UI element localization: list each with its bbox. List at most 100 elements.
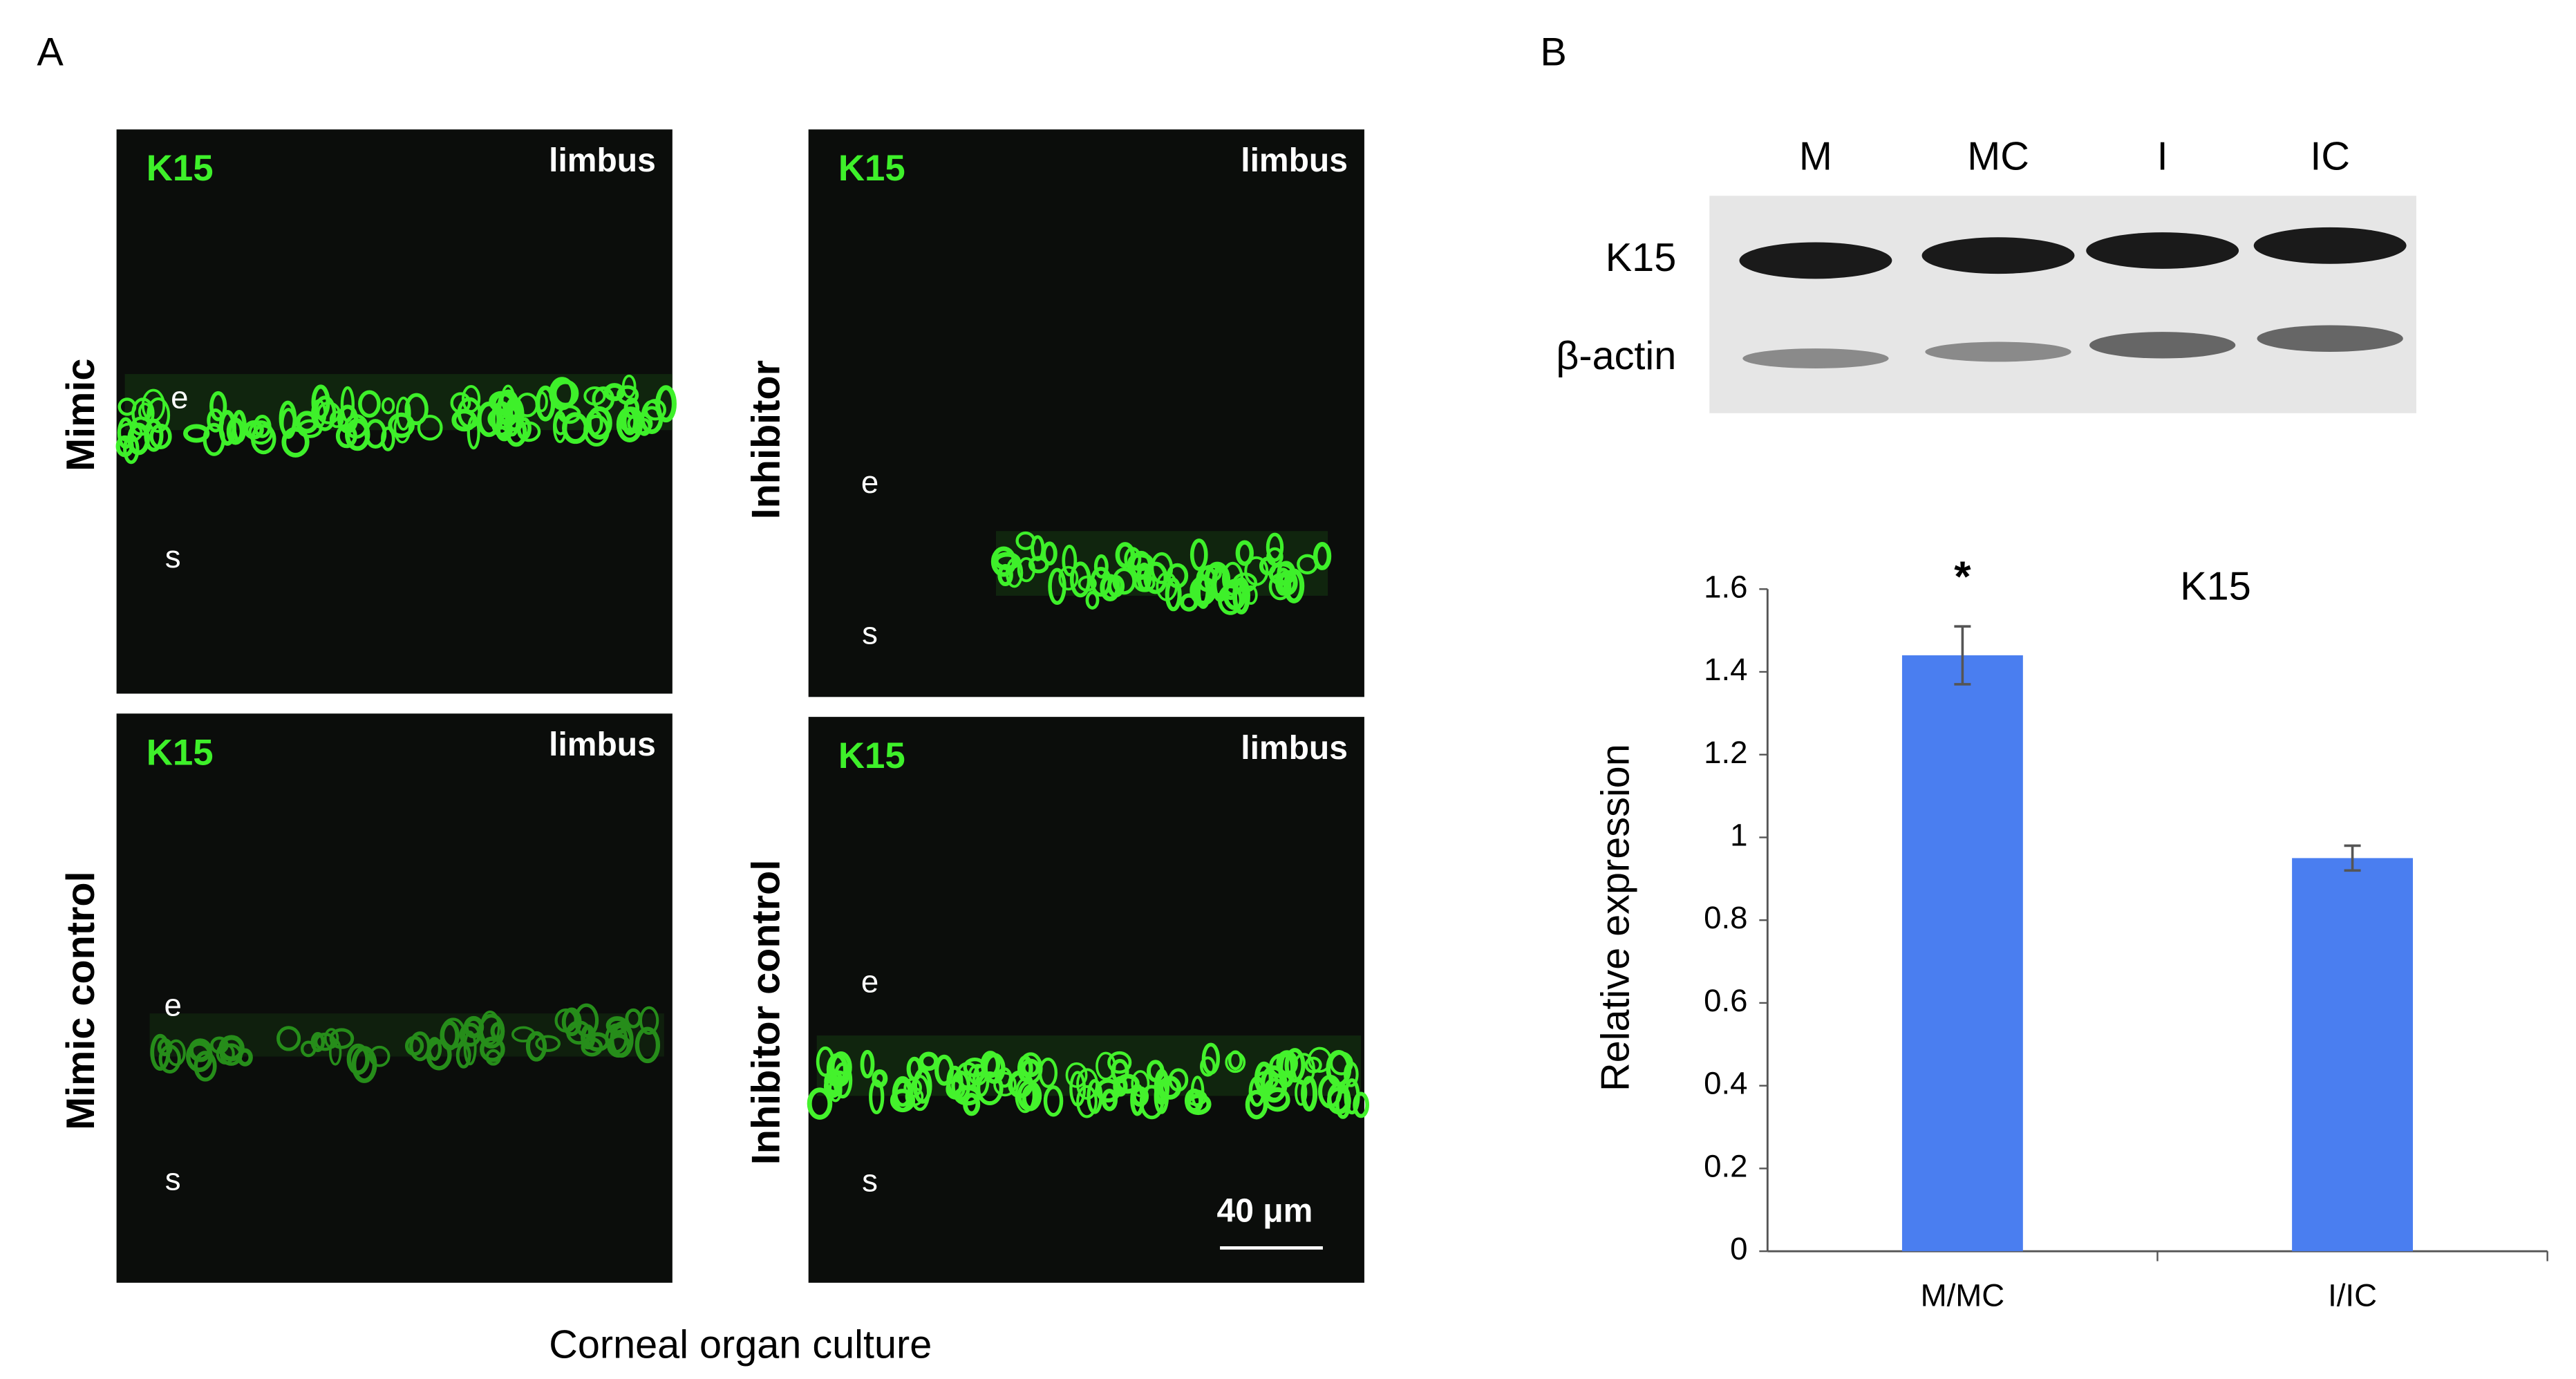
cell bbox=[358, 390, 381, 418]
cell bbox=[639, 1006, 659, 1035]
cell bbox=[552, 379, 579, 408]
cell bbox=[1076, 1085, 1098, 1118]
cell bbox=[890, 1089, 916, 1112]
layer-label: s bbox=[165, 539, 181, 574]
y-tick-label: 0.8 bbox=[1704, 900, 1747, 935]
lane-label: I bbox=[2157, 135, 2168, 179]
cell bbox=[586, 406, 612, 440]
cell bbox=[1143, 561, 1168, 594]
cell bbox=[976, 1071, 1004, 1105]
cell bbox=[1184, 1088, 1204, 1114]
cell bbox=[311, 384, 330, 420]
cell bbox=[1005, 558, 1024, 588]
cell bbox=[1043, 1085, 1064, 1117]
significance-marker: * bbox=[1954, 553, 1971, 601]
cell bbox=[491, 391, 516, 416]
blot-row-label: β-actin bbox=[1556, 334, 1676, 378]
cell bbox=[1165, 577, 1182, 612]
cell bbox=[1096, 1078, 1121, 1103]
cell bbox=[1284, 1048, 1306, 1083]
cell bbox=[1115, 542, 1136, 568]
row-label: Inhibitor bbox=[744, 360, 788, 519]
y-tick-label: 0 bbox=[1730, 1231, 1747, 1266]
cell bbox=[345, 418, 370, 451]
stain-label: K15 bbox=[838, 148, 905, 189]
cell bbox=[807, 1087, 833, 1120]
cell bbox=[1266, 532, 1284, 562]
caption: Corneal organ culture bbox=[549, 1323, 932, 1367]
cell bbox=[409, 1031, 431, 1062]
stain-label: K15 bbox=[838, 735, 905, 776]
cell bbox=[250, 424, 276, 455]
cell bbox=[346, 1043, 370, 1075]
cell bbox=[1107, 574, 1125, 598]
cell bbox=[1248, 1076, 1266, 1107]
layer-label: e bbox=[171, 380, 188, 415]
y-axis-label: Relative expression bbox=[1593, 744, 1637, 1091]
cell bbox=[1015, 531, 1036, 550]
cell bbox=[150, 1033, 171, 1071]
cell bbox=[149, 423, 172, 450]
cell bbox=[310, 1032, 326, 1053]
cell bbox=[1028, 556, 1049, 574]
cell bbox=[216, 1042, 235, 1065]
cell bbox=[1278, 1050, 1295, 1088]
region-label: limbus bbox=[549, 726, 656, 763]
cell bbox=[1327, 1082, 1351, 1114]
fluorescence bbox=[149, 1003, 664, 1083]
cell bbox=[131, 416, 152, 436]
y-tick-label: 0.2 bbox=[1704, 1148, 1747, 1183]
cell bbox=[905, 1087, 924, 1107]
layer-label: s bbox=[862, 1163, 878, 1199]
cell bbox=[634, 1026, 661, 1064]
cell bbox=[404, 393, 429, 426]
cell bbox=[329, 411, 344, 429]
y-tick-label: 1.4 bbox=[1704, 652, 1747, 687]
cell bbox=[1076, 1068, 1098, 1100]
scale-bar-label: 40 μm bbox=[1216, 1193, 1313, 1230]
x-tick-label: I/IC bbox=[2328, 1277, 2377, 1313]
region-label: limbus bbox=[549, 142, 656, 179]
lane-label: MC bbox=[1967, 135, 2029, 179]
cell bbox=[872, 1069, 888, 1088]
y-tick-label: 1.2 bbox=[1704, 735, 1747, 770]
cell bbox=[535, 385, 556, 422]
x-tick-label: M/MC bbox=[1921, 1277, 2005, 1313]
cell bbox=[280, 408, 297, 439]
cell bbox=[934, 1054, 955, 1086]
cell bbox=[117, 422, 143, 443]
cell bbox=[141, 388, 166, 422]
fluorescence bbox=[990, 531, 1332, 615]
cell bbox=[1263, 1087, 1290, 1111]
row-label: Mimic bbox=[59, 359, 103, 471]
layer-label: e bbox=[861, 964, 878, 1000]
layer-label: s bbox=[862, 616, 878, 651]
cell bbox=[440, 1017, 466, 1049]
cell bbox=[186, 1041, 213, 1073]
cell bbox=[627, 412, 653, 435]
cell bbox=[1021, 1058, 1040, 1078]
cell bbox=[1283, 568, 1305, 603]
cell bbox=[525, 1031, 547, 1062]
y-tick-label: 1 bbox=[1730, 818, 1747, 853]
blot-band bbox=[2086, 232, 2239, 269]
cell bbox=[990, 546, 1017, 577]
stain-label: K15 bbox=[147, 732, 214, 773]
y-tick-label: 0.4 bbox=[1704, 1066, 1747, 1101]
cell bbox=[131, 397, 155, 429]
cell bbox=[1232, 572, 1257, 593]
cell bbox=[393, 413, 411, 444]
cell bbox=[1190, 538, 1208, 571]
cell bbox=[1259, 556, 1277, 576]
cell bbox=[1107, 1051, 1132, 1074]
cell bbox=[566, 1020, 592, 1045]
cell bbox=[123, 434, 140, 465]
cell bbox=[605, 1016, 629, 1035]
cell bbox=[1313, 542, 1332, 570]
bar bbox=[1901, 655, 2023, 1252]
cell bbox=[226, 418, 245, 445]
cell bbox=[463, 1015, 485, 1039]
cell bbox=[485, 1049, 502, 1066]
cell bbox=[1093, 554, 1109, 579]
